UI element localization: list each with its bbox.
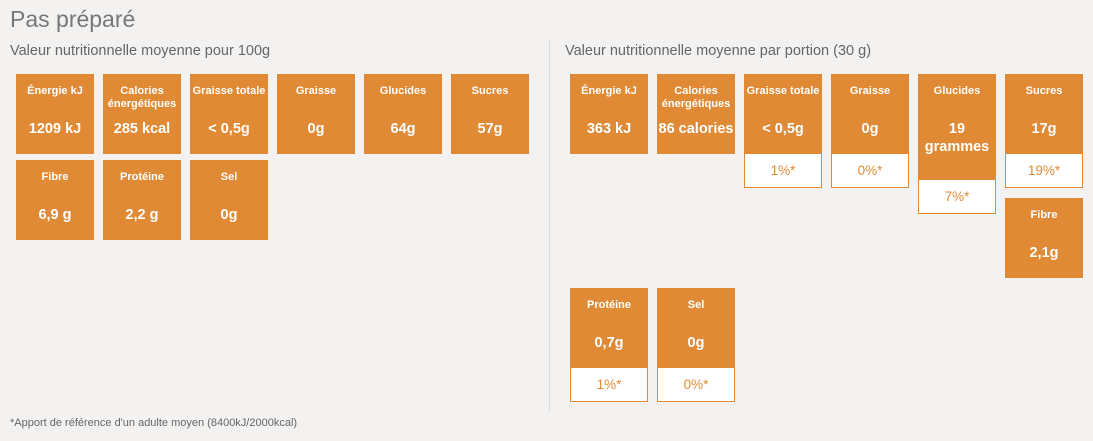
- tile-value: < 0,5g: [762, 121, 804, 137]
- portion-tile-salt: Sel 0g 0%*: [657, 288, 735, 402]
- per100-tile-sugars: Sucres 57g: [451, 74, 529, 154]
- tile-label: Graisse totale: [746, 85, 820, 97]
- tile-percentage: 0%*: [831, 154, 909, 188]
- per100-tile-salt: Sel 0g: [190, 160, 268, 240]
- tile-value: 0g: [307, 121, 325, 137]
- tile-value: 6,9 g: [38, 207, 72, 223]
- per100-tile-energy-kj: Énergie kJ 1209 kJ: [16, 74, 94, 154]
- tile-value: 57g: [477, 121, 503, 137]
- tile-value: 17g: [1031, 121, 1057, 137]
- per100-tile-protein: Protéine 2,2 g: [103, 160, 181, 240]
- tile-value: 285 kcal: [113, 121, 171, 137]
- tile-label: Glucides: [933, 85, 981, 97]
- tile-label: Graisse: [849, 85, 891, 97]
- per100-heading: Valeur nutritionnelle moyenne pour 100g: [10, 43, 271, 59]
- tile-label: Sucres: [1025, 85, 1063, 97]
- section-divider: [549, 40, 550, 412]
- tile-percentage: 1%*: [744, 154, 822, 188]
- tile-value: 0g: [861, 121, 879, 137]
- tile-percentage: 1%*: [570, 368, 648, 402]
- tile-value: 19 grammes: [924, 121, 990, 155]
- per100-tile-fat: Graisse 0g: [277, 74, 355, 154]
- per100-tile-carbs: Glucides 64g: [364, 74, 442, 154]
- tile-label: Fibre: [41, 171, 69, 183]
- tile-value: 2,2 g: [125, 207, 159, 223]
- portion-tile-protein: Protéine 0,7g 1%*: [570, 288, 648, 402]
- tile-percentage: 19%*: [1005, 154, 1083, 188]
- portion-tile-sugars: Sucres 17g 19%*: [1005, 74, 1083, 188]
- tile-value: 1209 kJ: [28, 121, 82, 137]
- tile-percentage: 7%*: [918, 180, 996, 214]
- footnote: *Apport de référence d'un adulte moyen (…: [10, 417, 298, 429]
- tile-value: 0,7g: [594, 335, 624, 351]
- tile-label: Calories énergétiques: [661, 85, 731, 110]
- tile-value: 0g: [687, 335, 705, 351]
- tile-label: Graisse totale: [192, 85, 266, 97]
- portion-tile-total-fat: Graisse totale < 0,5g 1%*: [744, 74, 822, 188]
- tile-value: 64g: [390, 121, 416, 137]
- portion-tile-energy-kj: Énergie kJ 363 kJ: [570, 74, 648, 154]
- tile-label: Protéine: [586, 299, 631, 311]
- tile-label: Sel: [687, 299, 705, 311]
- tile-value: 2,1g: [1029, 245, 1059, 261]
- per100-tile-fibre: Fibre 6,9 g: [16, 160, 94, 240]
- tile-label: Énergie kJ: [581, 85, 637, 97]
- tile-label: Glucides: [379, 85, 427, 97]
- portion-tile-carbs: Glucides 19 grammes 7%*: [918, 74, 996, 214]
- tile-value: < 0,5g: [208, 121, 250, 137]
- portion-tile-fat: Graisse 0g 0%*: [831, 74, 909, 188]
- tile-label: Énergie kJ: [27, 85, 83, 97]
- tile-label: Protéine: [119, 171, 164, 183]
- tile-value: 363 kJ: [586, 121, 632, 137]
- page-title: Pas préparé: [10, 6, 136, 32]
- tile-label: Sel: [220, 171, 238, 183]
- per100-tile-calories: Calories énergétiques 285 kcal: [103, 74, 181, 154]
- tile-label: Fibre: [1030, 209, 1058, 221]
- tile-value: 86 calories: [658, 121, 734, 137]
- portion-tile-fibre: Fibre 2,1g: [1005, 198, 1083, 278]
- tile-label: Calories énergétiques: [107, 85, 177, 110]
- portion-tile-calories: Calories énergétiques 86 calories: [657, 74, 735, 154]
- tile-value: 0g: [220, 207, 238, 223]
- portion-heading: Valeur nutritionnelle moyenne par portio…: [565, 43, 872, 59]
- per100-tile-total-fat: Graisse totale < 0,5g: [190, 74, 268, 154]
- tile-percentage: 0%*: [657, 368, 735, 402]
- tile-label: Graisse: [295, 85, 337, 97]
- tile-label: Sucres: [471, 85, 509, 97]
